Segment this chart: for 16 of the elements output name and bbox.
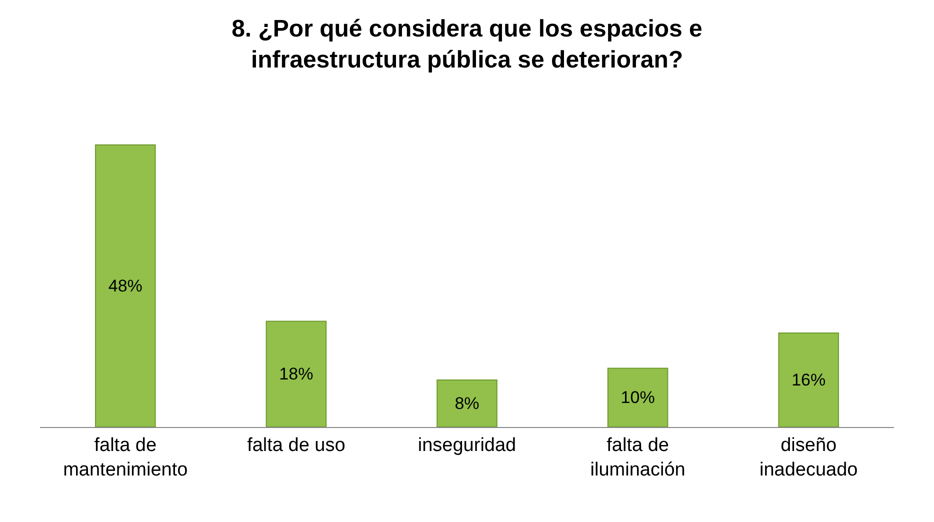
bar <box>778 332 839 427</box>
bar <box>436 379 498 427</box>
x-tick-label: falta de uso <box>247 434 346 456</box>
data-label: 10% <box>620 388 655 408</box>
data-label: 8% <box>454 394 480 413</box>
x-tick-label: falta de iluminación <box>590 434 686 480</box>
x-tick-label: falta de mantenimiento <box>63 434 188 480</box>
x-tick-label: diseño inadecuado <box>759 434 858 480</box>
bar <box>95 144 156 427</box>
data-label: 48% <box>108 276 142 296</box>
data-label: 18% <box>279 364 314 384</box>
x-tick-label: inseguridad <box>418 434 516 456</box>
bar <box>266 320 327 427</box>
data-label: 16% <box>792 370 826 390</box>
chart-title: 8. ¿Por qué considera que los espacios e infraestructura pública se deterioran? <box>232 16 702 74</box>
bar <box>607 368 668 427</box>
